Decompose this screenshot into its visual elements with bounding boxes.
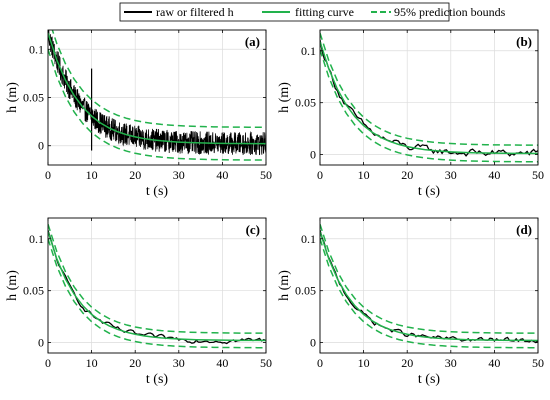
legend-label-bounds: 95% prediction bounds [394,5,506,19]
x-tick-label: 40 [488,356,500,370]
x-axis-label: t (s) [146,372,169,387]
y-tick-label: 0 [310,148,316,162]
x-tick-label: 50 [260,168,272,182]
y-tick-label: 0.1 [29,232,44,246]
x-tick-label: 10 [358,356,370,370]
panels: 0 10 20 30 40 50 0 0.05 0.1 t (s) h (m) (a) 0 10 20 30 4… [5,29,544,387]
axes-frame [47,217,267,354]
chart-panel-b: 0 10 20 30 40 50 0 0.05 0.1 t (s) h (m) (b) [277,29,544,199]
y-tick-label: 0.1 [301,232,316,246]
y-tick-label: 0 [38,139,44,153]
legend: raw or filtered h fitting curve 95% predic… [119,2,506,22]
x-tick-label: 40 [488,168,500,182]
lower-bound-line [320,49,538,163]
x-tick-label: 30 [173,356,185,370]
panel-label: (d) [516,222,532,237]
x-tick-label: 0 [317,356,323,370]
x-tick-label: 0 [317,168,323,182]
x-tick-label: 10 [86,168,98,182]
lower-bound-line [48,238,266,349]
y-tick-label: 0.05 [23,284,44,298]
raw-series-line [48,30,266,156]
x-tick-label: 40 [216,168,228,182]
lower-bound-line [48,49,266,161]
x-tick-label: 40 [216,356,228,370]
lower-bound-line [320,238,538,349]
chart-panel-a: 0 10 20 30 40 50 0 0.05 0.1 t (s) h (m) (a) [5,29,272,199]
plot-area [320,218,538,353]
legend-label-fit: fitting curve [295,5,354,19]
x-tick-label: 50 [260,356,272,370]
upper-bound-line [320,32,538,146]
x-tick-label: 50 [532,356,544,370]
x-tick-label: 50 [532,168,544,182]
x-tick-label: 20 [401,168,413,182]
chart-panel-d: 0 10 20 30 40 50 0 0.05 0.1 t (s) h (m) (d) [277,217,544,387]
x-tick-label: 20 [129,168,141,182]
x-tick-label: 20 [129,356,141,370]
fit-curve-line [48,231,266,342]
y-axis-label: h (m) [5,270,20,301]
plot-area [48,218,266,353]
raw-series-line [48,230,266,345]
axes-frame [319,217,539,354]
x-tick-label: 10 [86,356,98,370]
panel-label: (a) [245,34,260,49]
x-tick-label: 20 [401,356,413,370]
y-tick-label: 0 [310,336,316,350]
fit-curve-line [320,41,538,155]
y-tick-label: 0.05 [295,96,316,110]
y-axis-label: h (m) [5,82,20,113]
x-tick-label: 0 [45,356,51,370]
fit-curve-line [48,32,266,145]
upper-bound-line [51,30,266,129]
legend-label-raw: raw or filtered h [156,5,234,19]
x-axis-label: t (s) [146,184,169,199]
y-tick-label: 0.05 [295,284,316,298]
x-axis-label: t (s) [418,184,441,199]
panel-label: (b) [516,34,532,49]
x-tick-label: 30 [173,168,185,182]
upper-bound-line [320,224,538,334]
y-axis-label: h (m) [277,82,292,113]
x-tick-label: 0 [45,168,51,182]
y-tick-label: 0.1 [301,44,316,58]
x-tick-label: 30 [445,356,457,370]
panel-label: (c) [246,222,260,237]
y-tick-label: 0 [38,336,44,350]
x-tick-label: 10 [358,168,370,182]
fit-curve-line [320,231,538,342]
y-tick-label: 0.1 [29,42,44,56]
x-axis-label: t (s) [418,372,441,387]
upper-bound-line [48,224,266,334]
chart-panel-c: 0 10 20 30 40 50 0 0.05 0.1 t (s) h (m) (c) [5,217,272,387]
y-tick-label: 0.05 [23,91,44,105]
y-axis-label: h (m) [277,270,292,301]
x-tick-label: 30 [445,168,457,182]
axes-frame [319,29,539,166]
